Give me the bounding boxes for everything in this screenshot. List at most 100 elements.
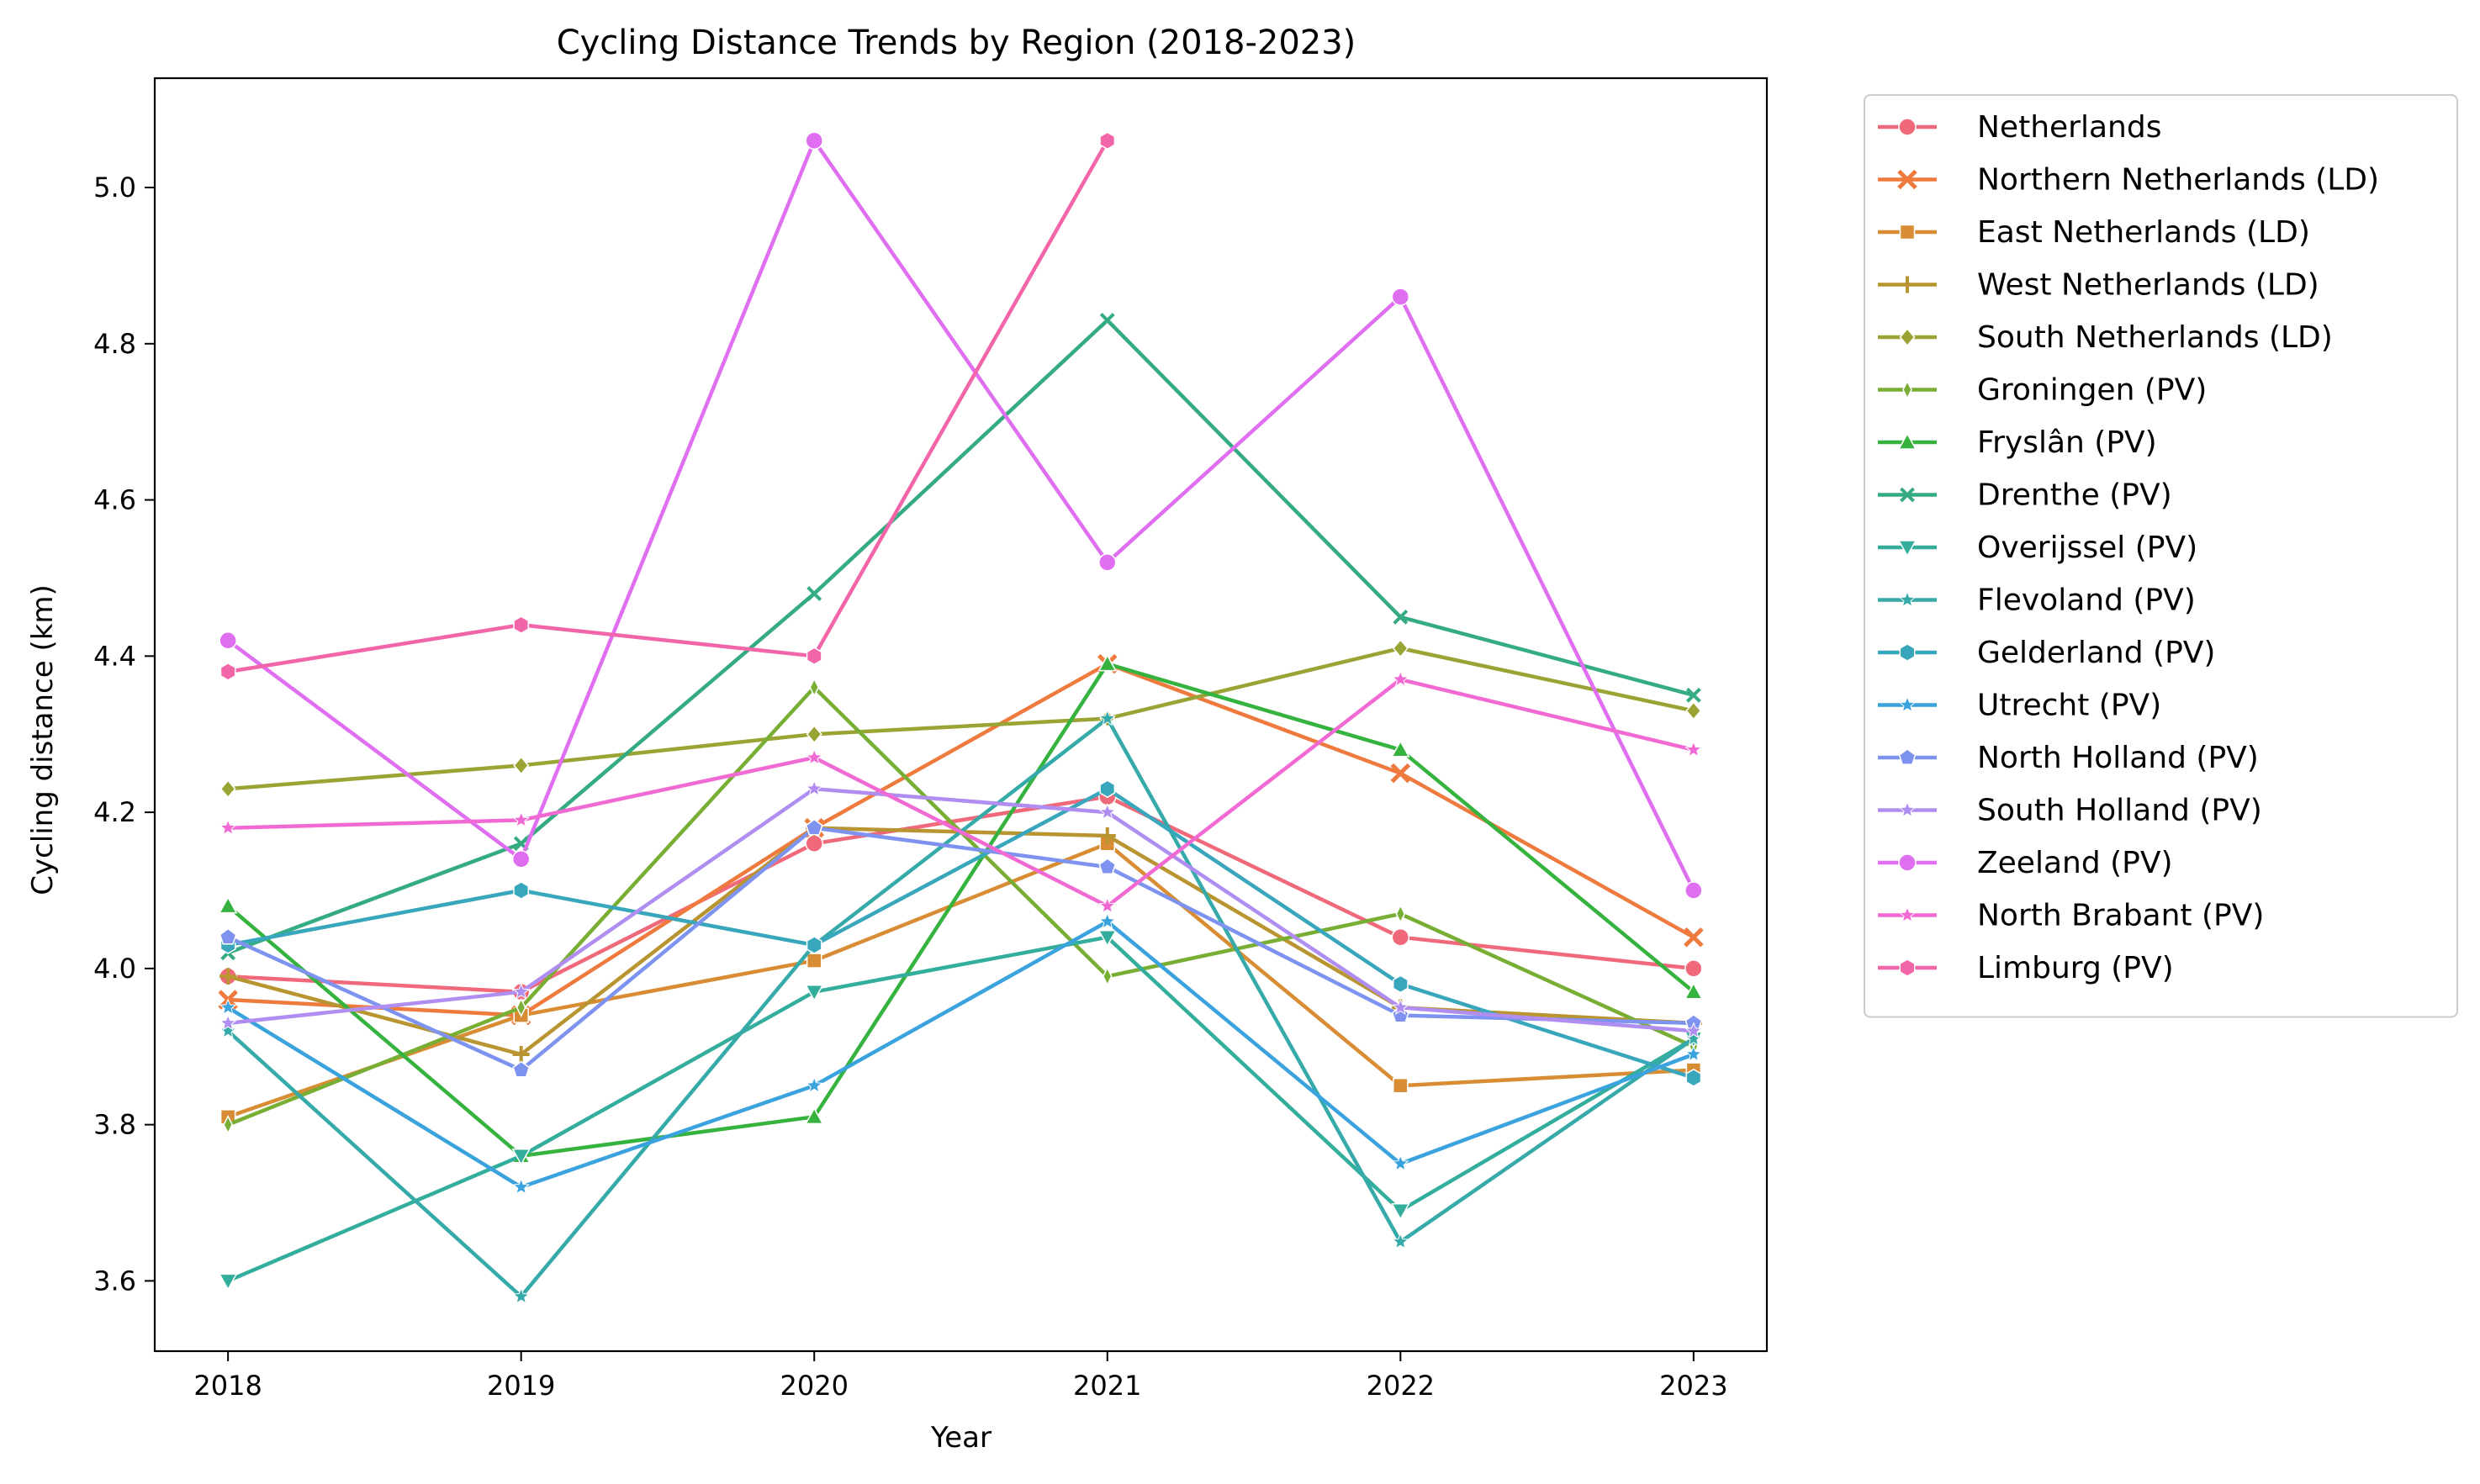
data-point-zeeland-pv-2019 [511, 850, 531, 869]
data-point-overijssel-pv-2022 [1391, 1203, 1410, 1221]
data-point-overijssel-pv-2021 [1097, 929, 1118, 948]
legend-label: West Netherlands (LD) [1977, 268, 2319, 303]
legend-item-gelderland-pv: Gelderland (PV) [1878, 636, 2215, 670]
series-line-utrecht-pv [226, 919, 1695, 1190]
series-west-netherlands-ld [219, 819, 1702, 1064]
series-line-drenthe-pv [227, 318, 1695, 955]
legend-marker-south-holland-pv [1898, 800, 1917, 818]
legend-marker-limburg-pv [1899, 959, 1916, 977]
series-north-holland-pv [219, 818, 1703, 1078]
data-point-east-netherlands-ld-2022 [1393, 1077, 1409, 1094]
data-point-north-brabant-pv-2019 [512, 811, 530, 828]
series-line-overijssel-pv [227, 935, 1695, 1283]
series-line-groningen-pv [227, 685, 1695, 1127]
legend-marker-south-netherlands-ld [1899, 327, 1916, 347]
legend-marker-groningen-pv [1902, 379, 1912, 400]
legend-label: North Brabant (PV) [1977, 899, 2264, 933]
legend-item-frysl-n-pv: Fryslân (PV) [1878, 425, 2157, 460]
legend-item-overijssel-pv: Overijssel (PV) [1878, 531, 2197, 565]
legend-label: Zeeland (PV) [1977, 846, 2173, 880]
legend: Netherlands Northern Netherlands (LD) East… [1864, 94, 2458, 1018]
legend-marker-utrecht-pv [1898, 695, 1917, 713]
x-tick-label: 2018 [193, 1370, 262, 1402]
plot-area [218, 131, 1704, 1304]
data-point-drenthe-pv-2020 [806, 586, 822, 601]
series-line-north-brabant-pv [228, 677, 1695, 908]
y-tick-label: 4.8 [93, 328, 136, 360]
data-point-utrecht-pv-2023 [1684, 1045, 1703, 1062]
legend-marker-zeeland-pv [1898, 853, 1917, 872]
data-point-groningen-pv-2018 [223, 1114, 233, 1135]
legend-label: Gelderland (PV) [1977, 636, 2215, 670]
series-northern-netherlands-ld [218, 653, 1704, 1026]
series-line-gelderland-pv [227, 786, 1695, 1080]
legend-item-limburg-pv: Limburg (PV) [1878, 951, 2174, 985]
data-point-netherlands-2022 [1391, 927, 1410, 947]
legend-item-flevoland-pv: Flevoland (PV) [1878, 584, 2196, 618]
data-point-gelderland-pv-2019 [513, 881, 530, 900]
data-point-north-holland-pv-2021 [1098, 858, 1117, 874]
data-point-east-netherlands-ld-2020 [806, 953, 822, 969]
legend-item-north-brabant-pv: North Brabant (PV) [1878, 899, 2264, 933]
data-point-utrecht-pv-2022 [1392, 1154, 1409, 1171]
legend-label: Drenthe (PV) [1977, 478, 2172, 513]
data-point-frysl-n-pv-2021 [1097, 654, 1118, 672]
legend-marker-north-holland-pv [1898, 748, 1917, 765]
data-point-south-holland-pv-2022 [1392, 998, 1409, 1016]
data-point-overijssel-pv-2019 [511, 1149, 531, 1166]
series-limburg-pv [219, 131, 1116, 681]
data-point-frysl-n-pv-2022 [1391, 740, 1410, 758]
data-point-north-brabant-pv-2022 [1392, 670, 1409, 687]
legend-item-east-netherlands-ld: East Netherlands (LD) [1878, 215, 2310, 250]
legend-label: Netherlands [1977, 110, 2161, 145]
data-point-gelderland-pv-2021 [1099, 779, 1116, 799]
data-point-utrecht-pv-2019 [512, 1178, 530, 1195]
data-point-drenthe-pv-2022 [1393, 609, 1409, 625]
series-line-east-netherlands-ld [227, 842, 1695, 1119]
legend-item-north-holland-pv: North Holland (PV) [1878, 741, 2259, 775]
data-point-flevoland-pv-2022 [1392, 1233, 1409, 1249]
legend-marker-gelderland-pv [1899, 643, 1916, 662]
x-tick-label: 2023 [1659, 1370, 1727, 1402]
data-point-flevoland-pv-2021 [1098, 709, 1117, 726]
legend-marker-flevoland-pv [1898, 590, 1917, 608]
data-point-north-brabant-pv-2020 [805, 748, 823, 765]
data-point-zeeland-pv-2022 [1391, 288, 1410, 306]
legend-item-west-netherlands-ld: West Netherlands (LD) [1878, 268, 2319, 303]
data-point-netherlands-2020 [805, 834, 823, 853]
series-netherlands [219, 787, 1703, 1001]
legend-label: Fryslân (PV) [1977, 425, 2157, 460]
data-point-groningen-pv-2019 [516, 997, 526, 1017]
legend-marker-east-netherlands-ld [1899, 224, 1916, 240]
data-point-south-netherlands-ld-2020 [806, 725, 822, 744]
data-point-south-holland-pv-2019 [512, 982, 530, 1000]
y-tick-label: 4.4 [93, 640, 136, 672]
data-point-flevoland-pv-2023 [1684, 1029, 1703, 1047]
data-point-south-holland-pv-2020 [805, 779, 823, 796]
data-point-drenthe-pv-2021 [1099, 313, 1115, 328]
series-south-holland-pv [219, 779, 1703, 1038]
series-line-north-holland-pv [227, 826, 1694, 1072]
legend-box [1864, 94, 2458, 1018]
x-axis-label: Year [930, 1421, 991, 1455]
x-tick-label: 2021 [1073, 1370, 1141, 1402]
series-utrecht-pv [219, 912, 1703, 1195]
series-line-northern-netherlands-ld [227, 662, 1695, 1017]
series-frysl-n-pv [218, 654, 1704, 1164]
series-north-brabant-pv [219, 670, 1703, 914]
data-point-zeeland-pv-2021 [1098, 553, 1117, 572]
data-point-northern-netherlands-ld-2022 [1390, 763, 1411, 784]
legend-label: Overijssel (PV) [1977, 531, 2197, 565]
data-point-overijssel-pv-2018 [218, 1273, 238, 1291]
data-point-south-netherlands-ld-2018 [219, 779, 236, 799]
plot-frame [153, 77, 1769, 1353]
series-line-limburg-pv [227, 140, 1109, 674]
y-tick-label: 3.8 [93, 1109, 136, 1141]
data-point-utrecht-pv-2020 [805, 1076, 823, 1093]
y-axis-label: Cycling distance (km) [26, 584, 60, 895]
legend-item-northern-netherlands-ld: Northern Netherlands (LD) [1878, 163, 2379, 198]
data-point-north-holland-pv-2019 [512, 1060, 531, 1078]
legend-item-south-netherlands-ld: South Netherlands (LD) [1878, 320, 2333, 355]
series-line-netherlands [227, 795, 1695, 994]
